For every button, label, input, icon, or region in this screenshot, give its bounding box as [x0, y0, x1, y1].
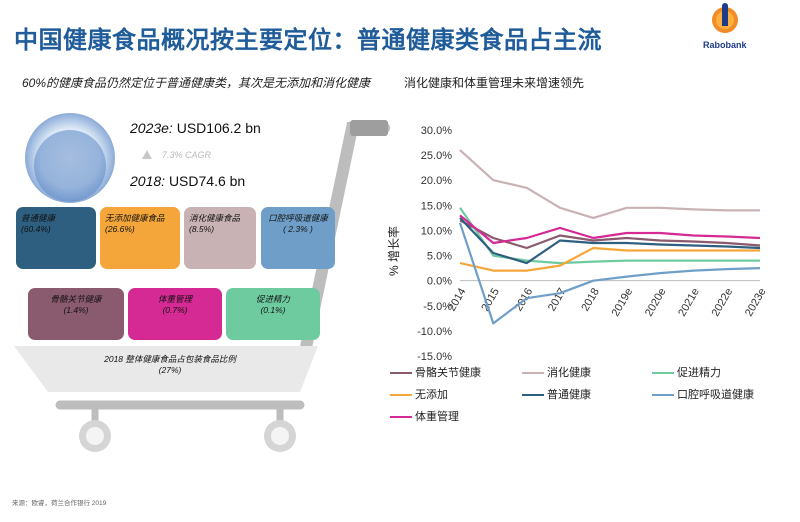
x-tick-label: 2019e [610, 286, 636, 318]
segment-box-energy: 促进精力 (0.1%) [226, 288, 320, 340]
cagr-label: 7.3% CAGR [142, 150, 211, 160]
x-tick-label: 2020e [643, 286, 669, 318]
legend-swatch [390, 394, 412, 397]
y-tick-label: -10.0% [417, 326, 452, 338]
y-tick-label: -5.0% [423, 301, 452, 313]
source-note: 来源：欧睿，荷兰合作银行 2019 [12, 500, 107, 507]
y-tick-label: 0.0% [427, 276, 452, 288]
series-line-骨骼关节健康 [459, 219, 761, 250]
series-line-口腔呼吸道健康 [458, 222, 761, 325]
series-line-无添加 [459, 246, 760, 272]
rabobank-logo-icon [712, 3, 738, 33]
chart-legend: 骨骼关节健康 消化健康 促进精力无添加 普通健康 口腔呼吸道健康体重管理 [390, 364, 790, 434]
legend-label: 普通健康 [547, 389, 591, 401]
y-tick-label: 15.0% [421, 200, 452, 212]
legend-label: 促进精力 [677, 367, 721, 379]
series-line-消化健康 [459, 149, 760, 220]
x-tick-label: 2022e [710, 286, 736, 318]
x-tick-label: 2014 [446, 286, 469, 313]
legend-swatch [522, 394, 544, 397]
legend-label: 体重管理 [415, 411, 459, 423]
y-tick-label: 5.0% [427, 251, 452, 263]
legend-swatch [652, 372, 674, 375]
x-tick-label: 2023e [743, 286, 769, 318]
x-tick-label: 2021e [676, 286, 702, 318]
market-size-2023: 2023e: USD106.2 bn [130, 120, 261, 136]
shopping-cart-icon [14, 113, 390, 452]
segment-box-bone-joint: 骨骼关节健康 (1.4%) [28, 288, 124, 340]
segment-box-general-health: 普通健康 (60.4%) [16, 207, 96, 269]
y-axis-label: % 增长率 [386, 226, 401, 276]
series-line-体重管理 [459, 214, 761, 245]
y-tick-label: 20.0% [421, 175, 452, 187]
legend-item: 消化健康 [522, 364, 591, 380]
legend-label: 骨骼关节健康 [415, 367, 481, 379]
segment-box-digestive: 消化健康食品 (8.5%) [184, 207, 256, 269]
growth-line-chart: 30.0% 25.0% 20.0% 15.0% 10.0% 5.0% 0.0% -5.0% -1… [386, 125, 769, 363]
legend-item: 体重管理 [390, 408, 459, 424]
legend-label: 无添加 [415, 389, 448, 401]
legend-item: 骨骼关节健康 [390, 364, 481, 380]
legend-swatch [390, 416, 412, 419]
legend-item: 口腔呼吸道健康 [652, 386, 754, 402]
segment-box-weight-management: 体重管理 (0.7%) [128, 288, 222, 340]
subtitle-left: 60%的健康食品仍然定位于普通健康类，其次是无添加和消化健康 [22, 76, 371, 90]
y-tick-label: -15.0% [417, 351, 452, 363]
legend-label: 口腔呼吸道健康 [677, 389, 754, 401]
segment-box-no-additive: 无添加健康食品 (26.6%) [100, 207, 180, 269]
x-tick-label: 2018 [579, 286, 602, 313]
y-tick-label: 25.0% [421, 150, 452, 162]
segment-box-oral-respiratory: 口腔呼吸道健康( 2.3% ) [261, 207, 335, 269]
up-arrow-icon [142, 150, 152, 159]
legend-swatch [652, 394, 674, 397]
y-tick-label: 10.0% [421, 225, 452, 237]
legend-item: 无添加 [390, 386, 448, 402]
logo-text: Rabobank [703, 40, 747, 50]
market-size-2018: 2018: USD74.6 bn [130, 173, 246, 189]
legend-item: 促进精力 [652, 364, 721, 380]
page-title: 中国健康食品概况按主要定位：普通健康类食品占主流 [14, 27, 602, 54]
series-line-普通健康 [459, 217, 761, 265]
legend-swatch [522, 372, 544, 375]
legend-swatch [390, 372, 412, 375]
legend-item: 普通健康 [522, 386, 591, 402]
subtitle-right: 消化健康和体重管理未来增速领先 [404, 76, 585, 90]
basket-label: 2018 整体健康食品占包装食品比例 (27%) [104, 354, 236, 376]
legend-label: 消化健康 [547, 367, 591, 379]
y-tick-label: 30.0% [421, 125, 452, 137]
